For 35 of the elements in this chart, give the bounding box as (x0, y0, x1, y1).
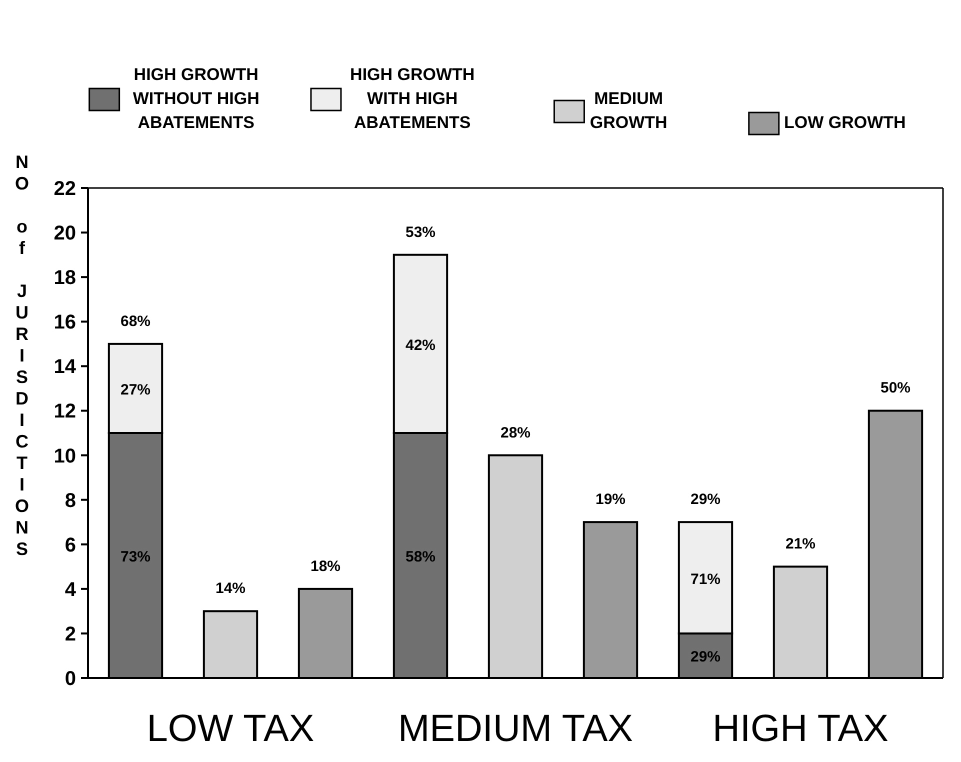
annotation: 42% (405, 336, 436, 354)
x-tick-label: HIGH TAX (712, 708, 888, 750)
y-tick-label: 4 (64, 578, 77, 601)
annotation: 27% (120, 381, 151, 398)
y-tick-label: 20 (54, 222, 76, 245)
legend-label: LOW GROWTH (784, 113, 906, 132)
y-tick-label: 14 (54, 356, 77, 378)
annotation: 71% (690, 570, 721, 588)
annotation: 29% (690, 491, 721, 508)
annotation: 58% (405, 548, 436, 566)
annotation: 14% (215, 580, 246, 598)
y-tick-label: 16 (54, 312, 76, 334)
annotation: 50% (880, 380, 911, 397)
text: NO of JURISDICTIONS (14, 152, 30, 559)
annotation: 18% (310, 558, 341, 575)
annotation: 29% (690, 648, 721, 666)
annotation: 73% (120, 548, 151, 566)
annotation: 19% (595, 491, 626, 508)
y-tick-label: 18 (54, 267, 76, 290)
x-tick-label: LOW TAX (146, 708, 314, 750)
annotation: 68% (120, 312, 151, 330)
y-tick-label: 12 (54, 400, 76, 423)
y-tick-label: 6 (64, 534, 76, 556)
y-tick-label: 10 (54, 445, 76, 468)
x-tick-label: MEDIUM TAX (398, 708, 634, 750)
annotation: 21% (785, 536, 816, 553)
annotation: 53% (405, 224, 436, 241)
legend-label: HIGH GROWTH WITHOUT HIGH ABATEMENTS (132, 65, 260, 132)
y-tick-label: 22 (54, 178, 76, 200)
legend-label: MEDIUM GROWTH (590, 89, 668, 132)
annotation: 28% (500, 424, 531, 442)
y-tick-label: 0 (64, 668, 76, 690)
legend-label: HIGH GROWTH WITH HIGH ABATEMENTS (350, 65, 475, 132)
y-tick-label: 2 (64, 623, 76, 646)
y-tick-label: 8 (64, 490, 76, 512)
